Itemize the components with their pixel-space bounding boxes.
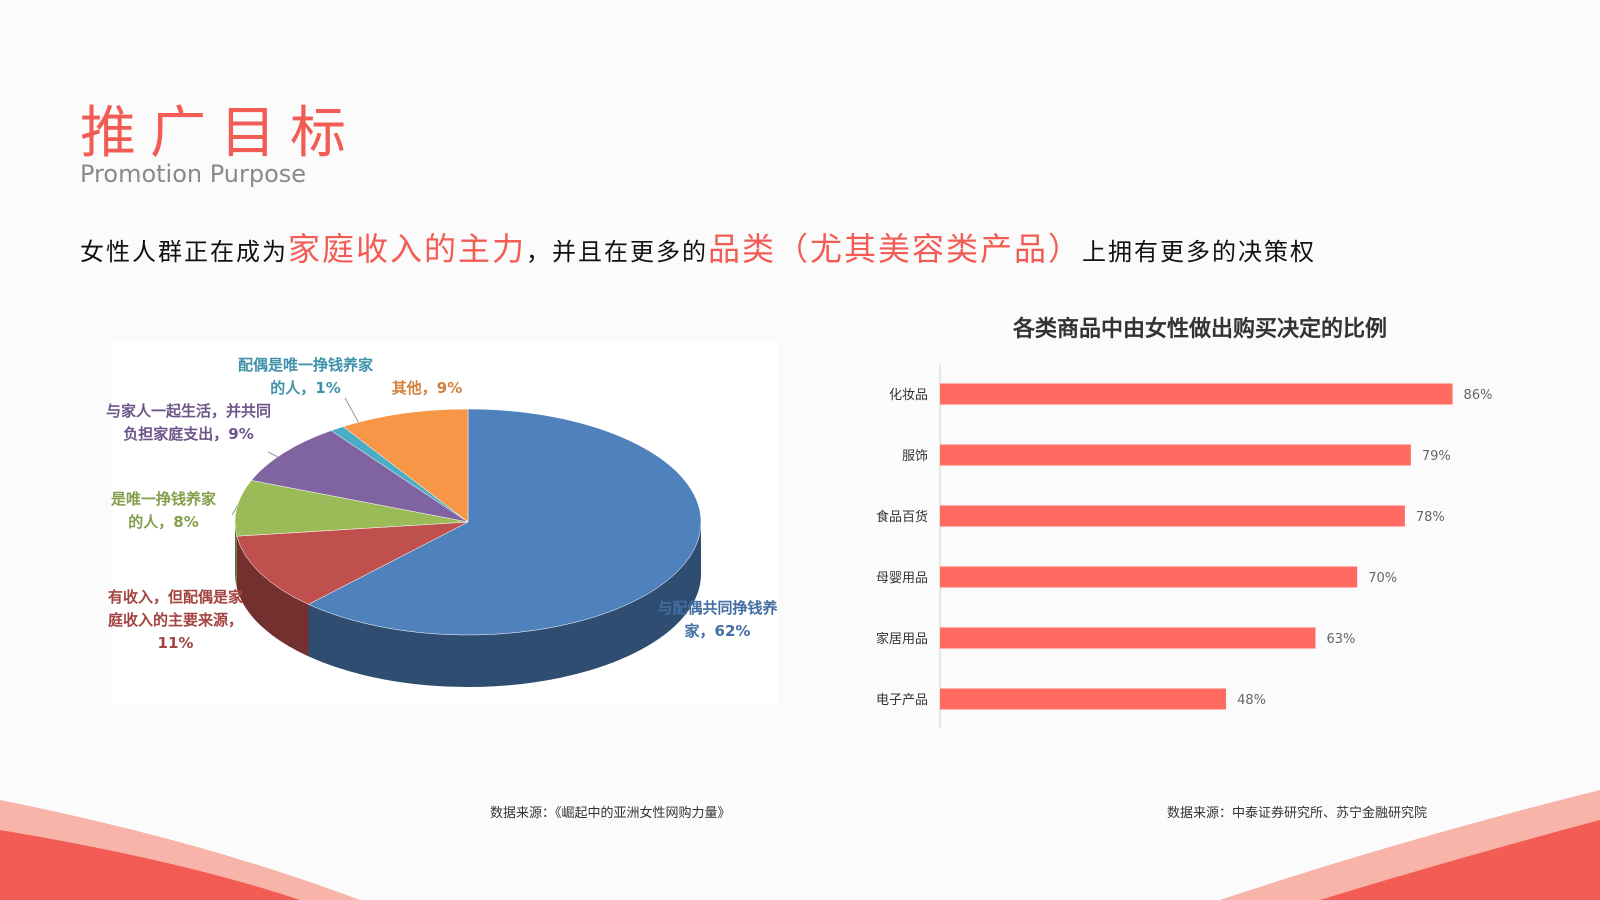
pie-slice xyxy=(250,430,469,523)
value-label: 70% xyxy=(1368,571,1397,586)
pie-label-value: 11% xyxy=(157,634,194,652)
value-label: 63% xyxy=(1326,632,1355,647)
pie-label: 与家人一起生活，并共同负担家庭支出，9% xyxy=(106,400,271,446)
value-label: 86% xyxy=(1464,388,1493,403)
pie-label-category: 有收入，但配偶是家庭收入的主要来源， xyxy=(108,588,244,629)
source-note: 数据来源：《崛起中的亚洲女性网购力量》 xyxy=(490,806,731,821)
y-tick-label: 服饰 xyxy=(902,449,928,464)
y-tick-label: 母婴用品 xyxy=(876,571,928,586)
pie-label: 其他，9% xyxy=(382,377,472,400)
pie-slice xyxy=(307,408,702,636)
wave xyxy=(0,830,300,900)
chart-title: 各类商品中由女性做出购买决定的比例 xyxy=(1012,316,1387,342)
bar xyxy=(940,566,1358,588)
y-tick-label: 家居用品 xyxy=(876,631,928,647)
pie-label: 有收入，但配偶是家庭收入的主要来源， 11% xyxy=(108,586,243,655)
pie-label-category: 其他， xyxy=(391,379,437,397)
page-title: 推广目标 xyxy=(80,101,360,166)
pie-label: 是唯一挣钱养家的人，8% xyxy=(106,488,221,534)
value-label: 78% xyxy=(1416,510,1445,525)
pie-label-value: 9% xyxy=(228,425,254,443)
pie-label-category: 配偶是唯一挣钱养家的人， xyxy=(238,356,374,397)
leader-line xyxy=(344,397,361,426)
bar xyxy=(940,444,1411,466)
y-tick-label: 食品百货 xyxy=(876,509,928,525)
headline-highlight: 品类（尤其美容类产品） xyxy=(708,230,1083,268)
headline-text: ，并且在更多的 xyxy=(526,238,709,266)
value-label: 79% xyxy=(1422,449,1451,464)
pie-label-category: 与配偶共同挣钱养家， xyxy=(657,599,778,640)
pie-side xyxy=(236,536,309,657)
pie-label-category: 与家人一起生活，并共同负担家庭支出， xyxy=(106,402,272,443)
headline-text: 女性人群正在成为 xyxy=(80,238,288,266)
source-note: 数据来源：中泰证券研究所、苏宁金融研究院 xyxy=(1167,806,1428,821)
headline-highlight: 家庭收入的主力 xyxy=(288,230,527,268)
pie-label: 配偶是唯一挣钱养家的人，1% xyxy=(238,354,373,400)
pie-label-value: 62% xyxy=(714,622,751,640)
pie-label-value: 1% xyxy=(315,379,341,397)
bar xyxy=(940,383,1453,405)
pie-slice xyxy=(234,480,469,537)
pie-label: 与配偶共同挣钱养家，62% xyxy=(650,597,785,643)
bar xyxy=(940,627,1316,649)
bar xyxy=(940,688,1227,710)
wave xyxy=(1320,820,1600,900)
pie-sides xyxy=(235,522,701,687)
pie-slice xyxy=(236,521,469,605)
pie-label-category: 是唯一挣钱养家的人， xyxy=(110,490,216,531)
pie-tops xyxy=(234,408,702,636)
value-label: 48% xyxy=(1237,693,1266,708)
page-subtitle: Promotion Purpose xyxy=(80,160,307,188)
headline: 女性人群正在成为家庭收入的主力，并且在更多的品类（尤其美容类产品）上拥有更多的决… xyxy=(80,224,1316,270)
pie-slice xyxy=(342,408,469,523)
bar xyxy=(940,505,1405,527)
y-tick-label: 化妆品 xyxy=(889,388,928,403)
pie-label-value: 9% xyxy=(436,379,463,397)
pie-side xyxy=(235,522,237,589)
pie-side xyxy=(308,522,701,687)
headline-text: 上拥有更多的决策权 xyxy=(1082,238,1317,266)
pie-label-value: 8% xyxy=(173,513,199,531)
y-tick-label: 电子产品 xyxy=(876,693,928,708)
